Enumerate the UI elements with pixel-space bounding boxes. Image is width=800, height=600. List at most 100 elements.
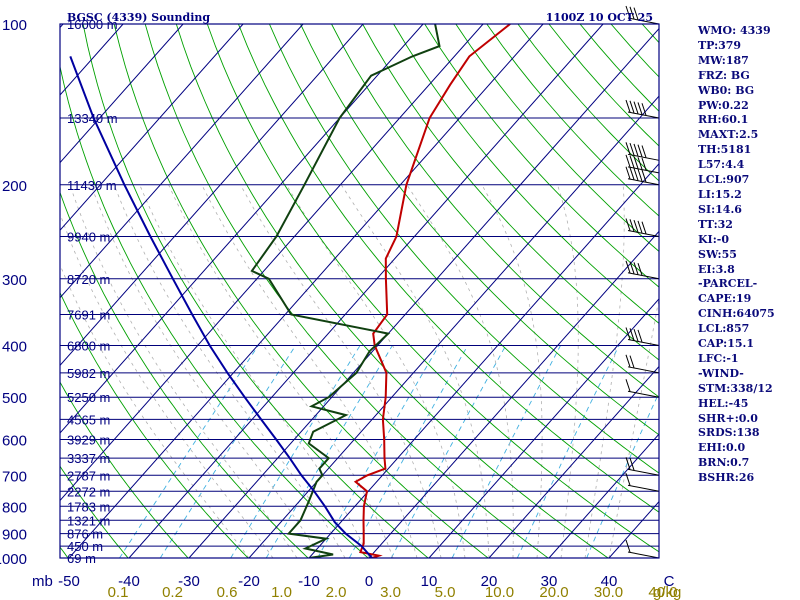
index-line: CINH:64075	[698, 307, 775, 321]
height-level-label: 876 m	[67, 527, 103, 542]
index-line: L57:4.4	[698, 158, 745, 172]
wind-barb	[625, 379, 660, 398]
index-line: LCL:857	[698, 322, 750, 336]
pressure-tick-label: 900	[2, 527, 27, 544]
isotherm	[188, 27, 659, 558]
height-level-label: 8720 m	[67, 272, 110, 287]
index-line: BRN:0.7	[698, 456, 750, 470]
index-line: FRZ: BG	[698, 68, 750, 82]
moist-adiabat	[240, 184, 442, 558]
isotherm	[60, 24, 364, 367]
plot-area	[60, 24, 659, 558]
height-level-label: 7691 m	[67, 308, 110, 323]
temperature-tick-label: -50	[58, 573, 80, 590]
temperature-tick-label: C	[664, 573, 675, 590]
height-level-label: 11430 m	[67, 178, 117, 193]
moist-adiabat	[201, 184, 418, 558]
sounding-indices-panel: WMO: 4339 TP:379 MW:187 FRZ: BG WB0: BG PW:0.…	[698, 24, 798, 486]
wind-barb	[625, 539, 660, 559]
temperature-tick-label: -40	[118, 573, 140, 590]
height-level-label: 2787 m	[67, 468, 110, 483]
wind-barb	[625, 5, 660, 25]
height-level-label: 5982 m	[67, 366, 110, 381]
height-level-label: 9940 m	[67, 229, 110, 244]
temperature-tick-label: 10	[421, 573, 438, 590]
height-level-label: 4565 m	[67, 412, 110, 427]
isotherm	[60, 24, 184, 164]
index-line: WMO: 4339	[698, 24, 771, 37]
height-level-label: 3337 m	[67, 451, 110, 466]
height-level-label: 6800 m	[67, 339, 110, 354]
isotherm	[128, 24, 604, 558]
index-line: LI:15.2	[698, 187, 742, 201]
mixing-ratio-unit: g/kg	[653, 584, 681, 600]
temperature-tick-label: 0	[365, 573, 373, 590]
pressure-tick-label: 700	[2, 468, 27, 485]
height-level-label: 5250 m	[67, 390, 110, 405]
index-line: WB0: BG	[698, 83, 755, 97]
wind-barb	[625, 99, 660, 119]
wind-barb	[625, 142, 660, 161]
mixing-ratio-label: 10.0	[485, 584, 514, 600]
height-level-label: 1783 m	[67, 499, 110, 514]
pressure-tick-label: 500	[2, 390, 27, 407]
pressure-tick-label: 800	[2, 499, 27, 516]
isotherm	[308, 163, 659, 558]
wind-barb	[625, 457, 660, 476]
wind-barb	[625, 327, 660, 346]
temperature-tick-label: -30	[178, 573, 200, 590]
index-line: MAXT:2.5	[698, 128, 759, 142]
index-line: KI:-0	[698, 232, 729, 246]
series-temperature-line	[353, 24, 511, 558]
height-level-label: 450 m	[67, 539, 103, 554]
wind-barb	[625, 154, 660, 174]
mixing-ratio-label: 0.2	[162, 584, 183, 600]
isotherm	[60, 24, 304, 299]
index-line: PW:0.22	[698, 98, 749, 112]
pressure-tick-label: 1000	[0, 551, 27, 568]
temperature-tick-label: 40	[601, 573, 618, 590]
index-line: LCL:907	[698, 173, 750, 187]
mixing-ratio-label: 20.0	[539, 584, 568, 600]
index-line: SW:55	[698, 247, 737, 261]
index-line: TT:32	[698, 217, 733, 231]
series-dewpoint-line	[250, 24, 441, 558]
height-level-label: 2272 m	[67, 484, 110, 499]
temperature-tick-label: 30	[541, 573, 558, 590]
temperature-tick-label: -10	[298, 573, 320, 590]
pressure-tick-label: 600	[2, 433, 27, 450]
index-line: -WIND-	[698, 366, 744, 380]
isotherm	[548, 433, 659, 558]
index-line: EI:3.8	[698, 262, 735, 276]
chart-datetime: 1100Z 10 OCT 25	[546, 11, 653, 24]
wind-barb	[625, 166, 660, 186]
index-line: TP:379	[698, 38, 742, 52]
index-line: RH:60.1	[698, 113, 749, 127]
isotherm	[368, 230, 659, 558]
temperature-tick-label: 20	[481, 573, 498, 590]
index-line: MW:187	[698, 53, 749, 67]
index-line: LFC:-1	[698, 351, 739, 365]
pressure-tick-label: 100	[2, 17, 27, 34]
isotherm	[60, 24, 484, 502]
index-line: STM:338/12	[698, 381, 773, 395]
mixing-ratio-label: 3.0	[380, 584, 401, 600]
pressure-tick-label: 400	[2, 339, 27, 356]
mixing-ratio-label: 40.0	[648, 584, 677, 600]
isotherm	[60, 24, 244, 231]
isotherm	[68, 24, 544, 558]
mixing-ratio-label: 5.0	[435, 584, 456, 600]
wind-barb	[625, 354, 660, 374]
index-line: TH:5181	[698, 143, 752, 157]
mixing-ratio-label: 0.1	[108, 584, 129, 600]
index-line: CAP:15.1	[698, 337, 755, 351]
height-level-label: 3929 m	[67, 433, 110, 448]
isotherm	[248, 95, 659, 558]
height-level-label: 1321 m	[67, 513, 110, 528]
mixing-ratio-label: 30.0	[594, 584, 623, 600]
pressure-tick-label: 200	[2, 178, 27, 195]
pressure-tick-label: 300	[2, 272, 27, 289]
wind-barb	[625, 218, 660, 237]
series-parcel-line	[69, 56, 373, 558]
moist-adiabat	[90, 184, 322, 558]
